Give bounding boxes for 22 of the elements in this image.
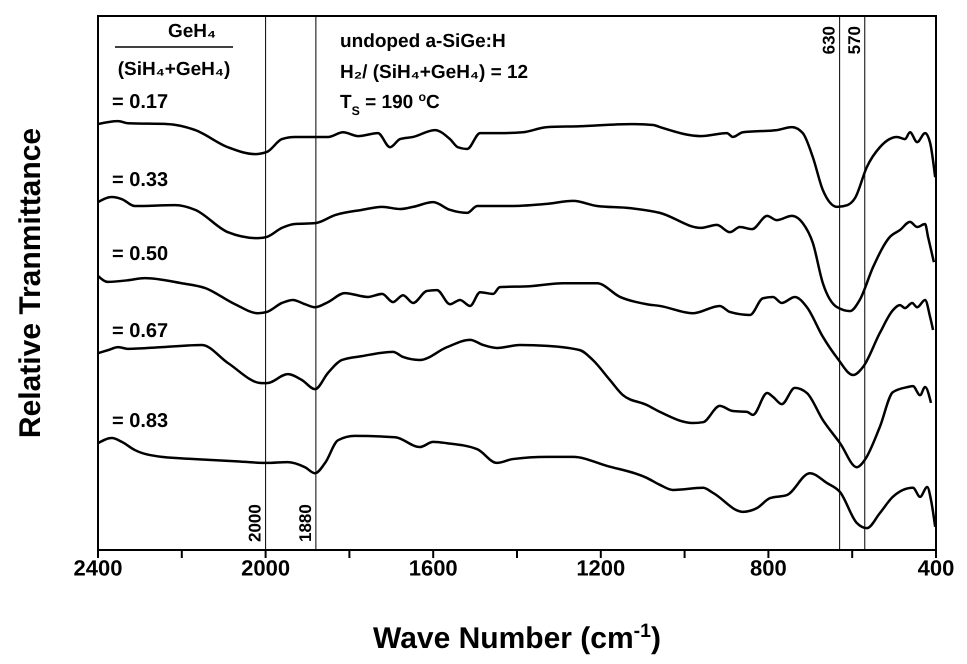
text: H₂/ (SiH₄+GeH₄) = 12 bbox=[340, 62, 528, 83]
series-label: = 0.50 bbox=[112, 242, 168, 265]
text: (SiH₄+GeH₄) bbox=[118, 59, 230, 80]
series-label: = 0.67 bbox=[112, 320, 168, 342]
y-axis-title: Relative Tranmittance bbox=[14, 128, 47, 438]
text: T$_{S}$ = 190 $^{o}$C bbox=[340, 90, 440, 118]
ref-line-label: 630 bbox=[820, 26, 839, 54]
x-tick-label: 800 bbox=[750, 556, 787, 581]
series-label: = 0.33 bbox=[112, 169, 168, 192]
x-axis-title: Wave Number (cm$^{-1}$) bbox=[373, 620, 661, 655]
text: undoped a-SiGe:H bbox=[340, 31, 506, 52]
series-label: = 0.83 bbox=[112, 410, 168, 432]
ref-line-label: 570 bbox=[844, 26, 864, 54]
text: GeH₄ bbox=[168, 21, 216, 42]
ref-line-label: 1880 bbox=[296, 504, 315, 542]
x-tick-label: 1600 bbox=[408, 556, 458, 581]
x-tick-label: 400 bbox=[918, 556, 954, 581]
series-label: = 0.17 bbox=[112, 91, 168, 114]
x-tick-label: 1200 bbox=[576, 556, 626, 581]
x-tick-label: 2000 bbox=[241, 556, 290, 581]
x-tick-label: 2400 bbox=[74, 556, 122, 581]
ref-line-label: 2000 bbox=[246, 504, 265, 542]
